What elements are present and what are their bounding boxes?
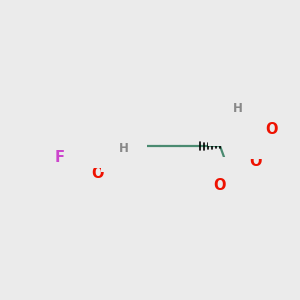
Text: H: H <box>119 142 129 154</box>
Text: F: F <box>43 134 53 149</box>
Text: F: F <box>45 118 55 133</box>
Text: O: O <box>214 178 226 194</box>
Text: F: F <box>55 151 65 166</box>
Text: N: N <box>112 131 124 146</box>
Text: O: O <box>92 166 104 181</box>
Text: H: H <box>233 101 243 115</box>
Text: O: O <box>265 122 277 137</box>
Text: N: N <box>230 110 242 124</box>
Text: O: O <box>249 154 261 169</box>
